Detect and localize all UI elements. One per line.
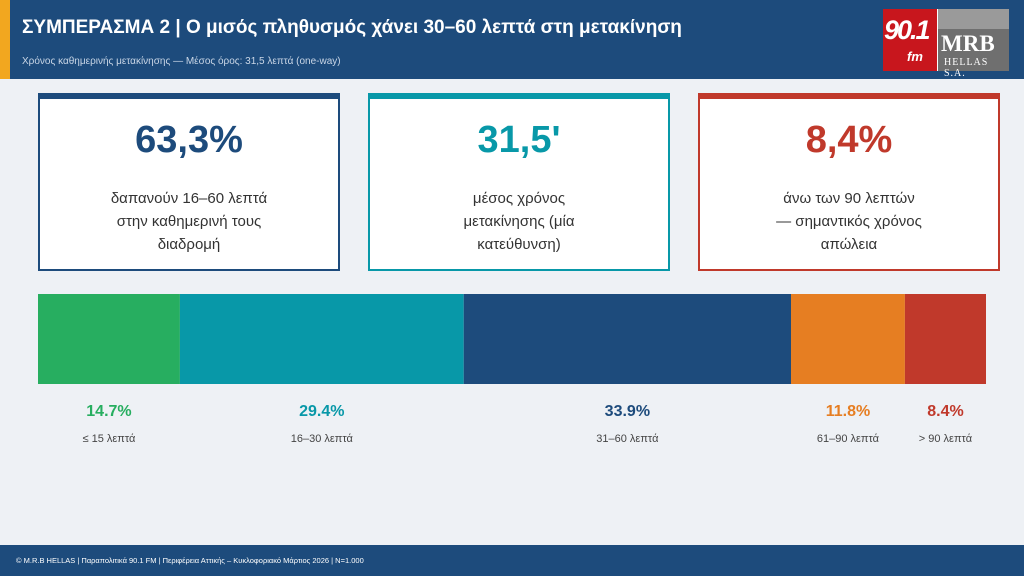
bar-segment-4 [790,294,905,384]
page-subtitle: Χρόνος καθημερινής μετακίνησης — Μέσος ό… [22,56,341,67]
stat-description-line: κατεύθυνση) [477,236,561,253]
stat-description-line: διαδρομή [157,236,221,253]
bar-segment-2 [179,294,464,384]
stat-description-line: άνω των 90 λεπτών [783,190,915,207]
stat-value: 63,3% [135,119,243,161]
bar-category-label-1: ≤ 15 λεπτά [82,433,136,445]
stat-description-line: δαπανούν 16–60 λεπτά [110,190,268,207]
bar-value-label-4: 11.8% [826,403,870,420]
commute-time-stacked-bar-chart: 14.7% ≤ 15 λεπτά 29.4% 16–30 λεπτά 33.9% 31–6… [38,294,986,445]
mrb-logo: MRB HELLAS S.A. [938,9,1009,79]
brand-logo: 90.1 fm MRB HELLAS S.A. [883,9,1009,79]
bar-category-label-3: 31–60 λεπτά [596,433,659,445]
stat-description-line: στην καθημερινή τους [116,213,262,230]
radio-logo-suffix: fm [907,49,923,64]
footer-source-text: © M.R.B HELLAS | Παραπολιτικά 90.1 FM | … [16,556,364,565]
mrb-logo-subtitle: HELLAS S.A. [944,57,989,79]
stat-description: δαπανούν 16–60 λεπτά στην καθημερινή του… [40,187,338,256]
bar-segment-5 [904,294,986,384]
bar-value-label-2: 29.4% [299,403,344,420]
stat-value: 8,4% [805,119,893,161]
stat-description: μέσος χρόνος μετακίνησης (μία κατεύθυνση… [370,187,668,256]
bar-value-label-1: 14.7% [86,403,131,420]
stat-description: άνω των 90 λεπτών — σημαντικός χρόνος απ… [700,187,998,256]
radio-logo: 90.1 fm [883,9,937,71]
stat-description-line: μέσος χρόνος [472,190,566,207]
bar-value-label-5: 8.4% [927,403,963,420]
stat-description-line: μετακίνησης (μία [463,213,575,230]
stat-card-over-90: 8,4% άνω των 90 λεπτών — σημαντικός χρόν… [698,93,1000,271]
bar-segment-3 [463,294,791,384]
mrb-logo-band [938,9,1009,29]
bar-category-label-4: 61–90 λεπτά [817,433,880,445]
stat-card-average-time: 31,5' μέσος χρόνος μετακίνησης (μία κατε… [368,93,670,271]
page-title: ΣΥΜΠΕΡΑΣΜΑ 2 | Ο μισός πληθυσμός χάνει 3… [22,17,682,38]
bar-segment-1 [38,294,180,384]
footer-bar: © M.R.B HELLAS | Παραπολιτικά 90.1 FM | … [0,545,1024,576]
radio-logo-number: 90.1 [884,15,931,45]
header-accent-stripe [0,0,10,79]
header-bar: ΣΥΜΠΕΡΑΣΜΑ 2 | Ο μισός πληθυσμός χάνει 3… [0,0,1024,79]
bar-value-label-3: 33.9% [605,403,650,420]
stat-value: 31,5' [477,119,561,161]
stat-description-line: — σημαντικός χρόνος [776,213,922,230]
bar-category-label-5: > 90 λεπτά [919,433,973,445]
stat-description-line: απώλεια [820,236,878,253]
bar-category-label-2: 16–30 λεπτά [291,433,354,445]
stat-card-share-16-60: 63,3% δαπανούν 16–60 λεπτά στην καθημερι… [38,93,340,271]
mrb-logo-brand: MRB [941,31,995,56]
